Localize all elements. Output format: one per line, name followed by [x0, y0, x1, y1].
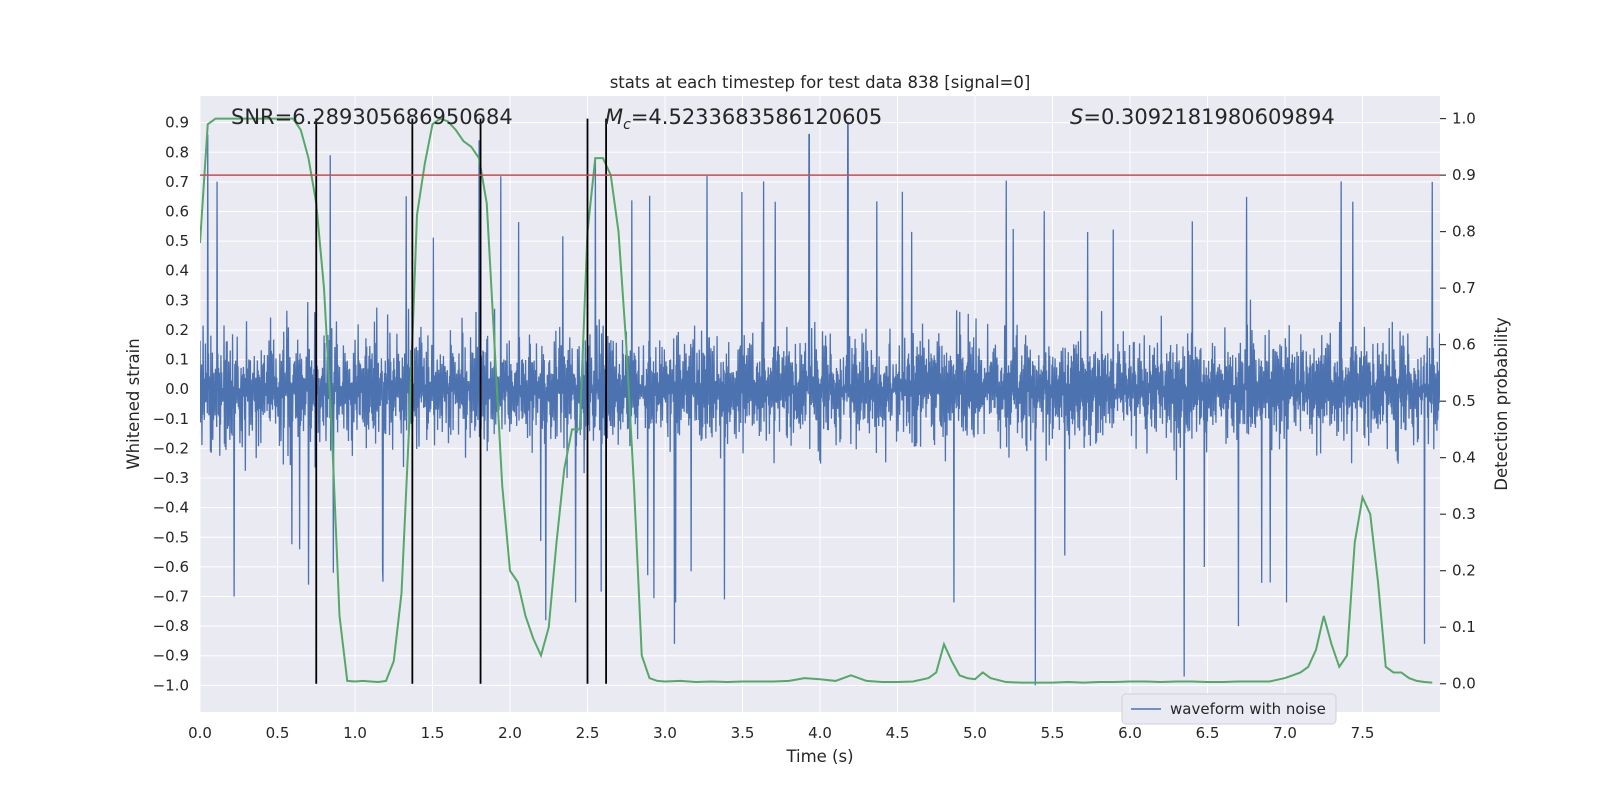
- annotation-snr: SNR=6.289305686950684: [231, 105, 513, 129]
- annotation-chirp-mass: Mc=4.5233683586120605: [605, 105, 882, 133]
- legend-label: waveform with noise: [1170, 700, 1326, 718]
- y-tick-label: 0.0: [165, 380, 189, 398]
- y-tick-label: −0.5: [153, 528, 189, 546]
- chart-title: stats at each timestep for test data 838…: [610, 73, 1031, 92]
- y-tick-label: −0.8: [153, 617, 189, 635]
- y-tick-label: −0.1: [153, 410, 189, 428]
- y2-axis-label: Detection probability: [1492, 317, 1511, 491]
- y2-tick-label: 0.3: [1452, 505, 1476, 523]
- y-tick-label: 0.7: [165, 173, 189, 191]
- y2-tick-label: 0.5: [1452, 392, 1476, 410]
- y-tick-label: −0.3: [153, 469, 189, 487]
- y2-tick-label: 0.2: [1452, 562, 1476, 580]
- y-axis-label: Whitened strain: [124, 338, 143, 469]
- x-tick-label: 1.0: [343, 724, 367, 742]
- y2-tick-label: 0.4: [1452, 449, 1476, 467]
- y-axis-ticks: −1.0 −0.9 −0.8 −0.7 −0.6 −0.5 −0.4 −0.3 −0.2 −0.1…: [153, 114, 189, 695]
- y-tick-label: 0.8: [165, 143, 189, 161]
- y2-tick-label: 0.6: [1452, 336, 1476, 354]
- x-tick-label: 3.0: [653, 724, 677, 742]
- y-tick-label: −0.4: [153, 499, 189, 517]
- y2-axis-ticks: 0.0 0.1 0.2 0.3 0.4 0.5 0.6 0.7 0.8 0.9 1.0: [1440, 110, 1476, 693]
- y-tick-label: −0.6: [153, 558, 189, 576]
- y-tick-label: 0.4: [165, 262, 189, 280]
- y-tick-label: 0.2: [165, 321, 189, 339]
- y2-tick-label: 1.0: [1452, 110, 1476, 128]
- x-tick-label: 1.5: [421, 724, 445, 742]
- x-tick-label: 0.0: [188, 724, 212, 742]
- y2-tick-label: 0.9: [1452, 166, 1476, 184]
- y-tick-label: 0.3: [165, 291, 189, 309]
- y-tick-label: −1.0: [153, 676, 189, 694]
- legend: waveform with noise: [1121, 693, 1337, 725]
- y-tick-label: 0.9: [165, 114, 189, 132]
- y2-tick-label: 0.1: [1452, 618, 1476, 636]
- y2-tick-label: 0.7: [1452, 279, 1476, 297]
- y-tick-label: 0.6: [165, 203, 189, 221]
- series-detection-probability: [200, 117, 1433, 684]
- x-axis-label: Time (s): [785, 747, 853, 766]
- y-tick-label: 0.1: [165, 351, 189, 369]
- series-waveform-with-noise: [200, 122, 1440, 686]
- x-axis-ticks: 0.0 0.5 1.0 1.5 2.0 2.5 3.0 3.5 4.0 4.5 5.0 5.5 6.0 6…: [188, 724, 1374, 742]
- legend-box: [1121, 693, 1337, 725]
- x-tick-label: 5.0: [963, 724, 987, 742]
- x-tick-label: 4.5: [886, 724, 910, 742]
- x-tick-label: 7.0: [1273, 724, 1297, 742]
- annotation-s: S=0.3092181980609894: [1070, 105, 1335, 129]
- x-tick-label: 2.5: [576, 724, 600, 742]
- x-tick-label: 7.5: [1351, 724, 1375, 742]
- x-tick-label: 3.5: [731, 724, 755, 742]
- y2-tick-label: 0.8: [1452, 223, 1476, 241]
- y-tick-label: 0.5: [165, 232, 189, 250]
- y-tick-label: −0.7: [153, 588, 189, 606]
- x-tick-label: 6.0: [1118, 724, 1142, 742]
- x-tick-label: 2.0: [498, 724, 522, 742]
- x-tick-label: 6.5: [1196, 724, 1220, 742]
- x-tick-label: 4.0: [808, 724, 832, 742]
- y2-tick-label: 0.0: [1452, 675, 1476, 693]
- x-tick-label: 0.5: [266, 724, 290, 742]
- y-tick-label: −0.9: [153, 647, 189, 665]
- y-tick-label: −0.2: [153, 439, 189, 457]
- x-tick-label: 5.5: [1041, 724, 1065, 742]
